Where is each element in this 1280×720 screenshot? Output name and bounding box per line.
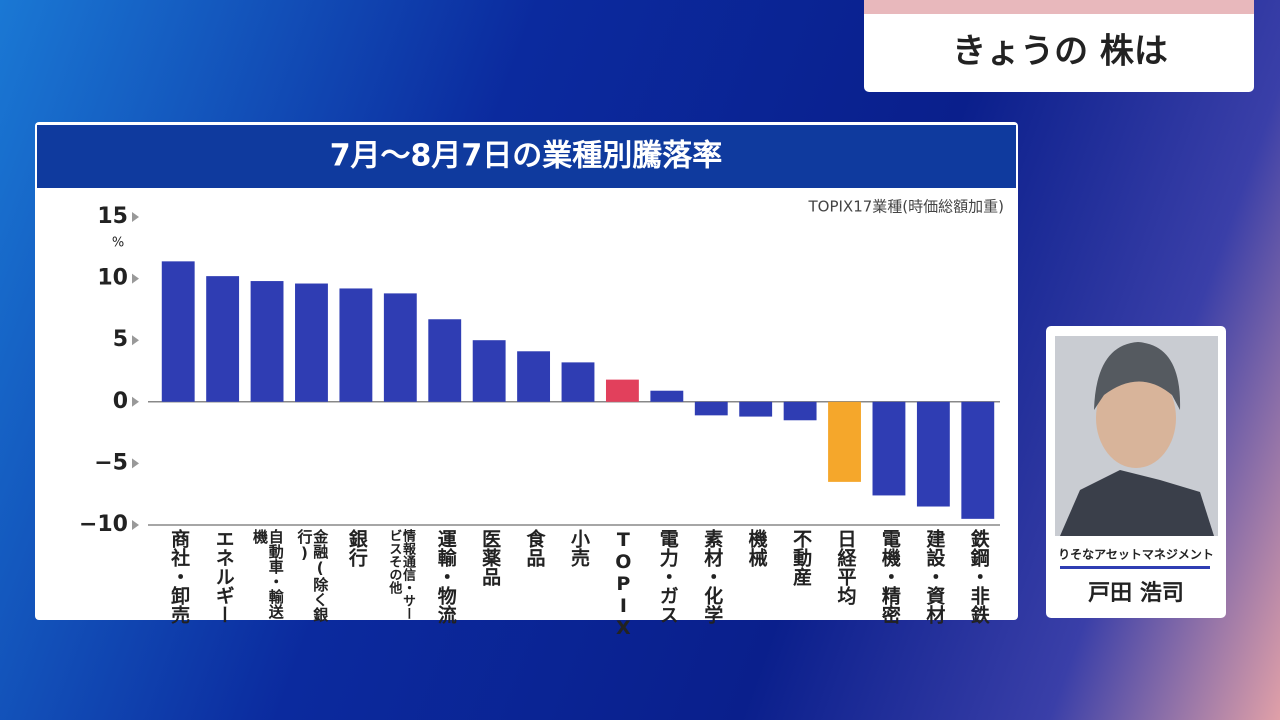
x-tick-label: TOPIX xyxy=(612,529,635,639)
bar xyxy=(472,340,506,402)
x-tick-label: 食品 xyxy=(523,529,546,567)
bar xyxy=(428,319,462,402)
header-stripe xyxy=(864,0,1254,14)
bar xyxy=(250,281,284,402)
x-tick-label: 日経平均 xyxy=(834,529,857,605)
x-tick-label: 電力・ガス xyxy=(656,529,679,624)
chart-title-bar xyxy=(37,125,1016,188)
y-tick-label: −10 xyxy=(79,512,128,537)
bar xyxy=(605,379,639,402)
y-tick-mark xyxy=(132,520,139,530)
guest-company: りそなアセットマネジメント xyxy=(1058,548,1214,562)
y-unit: % xyxy=(112,236,124,251)
x-tick-label: 医薬品 xyxy=(479,529,502,586)
y-tick-label: 5 xyxy=(113,327,128,352)
bar xyxy=(650,390,684,402)
x-tick-label: 不動産 xyxy=(790,529,813,586)
bar xyxy=(739,401,773,417)
bar xyxy=(383,293,417,402)
bar xyxy=(161,261,195,402)
y-tick-mark xyxy=(132,273,139,284)
bar xyxy=(783,401,817,421)
x-tick-label: 鉄鋼・非鉄 xyxy=(967,529,990,624)
y-tick-label: 15 xyxy=(97,204,128,229)
x-tick-label: 金融(除く銀行) xyxy=(295,529,330,622)
x-tick-label: 機械 xyxy=(745,529,768,567)
x-tick-label: 小売 xyxy=(567,529,590,567)
bar xyxy=(295,283,328,402)
bar xyxy=(961,401,995,519)
y-tick-label: 10 xyxy=(97,266,128,291)
y-tick-mark xyxy=(132,458,139,469)
y-tick-label: −5 xyxy=(94,450,128,475)
header-title: きょうの 株は xyxy=(952,32,1168,72)
x-tick-label: 素材・化学 xyxy=(701,529,724,624)
x-tick-label: 建設・資材 xyxy=(923,529,946,624)
y-tick-label: 0 xyxy=(113,389,128,414)
x-tick-label: 自動車・輸送機 xyxy=(251,529,285,619)
y-tick-mark xyxy=(132,396,139,407)
x-tick-label: 商社・卸売 xyxy=(168,529,191,624)
header-box xyxy=(864,0,1254,92)
bar xyxy=(828,401,861,482)
y-tick-mark xyxy=(132,335,139,346)
chart-title: 7月〜8月7日の業種別騰落率 xyxy=(330,139,723,174)
chart-note: TOPIX17業種(時価総額加重) xyxy=(807,198,1004,216)
bar xyxy=(694,401,728,416)
bar xyxy=(872,401,906,496)
photo-hair xyxy=(1094,342,1181,410)
x-tick-label: 電機・精密 xyxy=(878,529,901,624)
bar xyxy=(561,362,595,402)
bar xyxy=(517,351,551,402)
bar xyxy=(339,288,373,402)
x-tick-label: 銀行 xyxy=(345,529,368,567)
guest-name: 戸田 浩司 xyxy=(1088,581,1184,606)
guest-rule xyxy=(1060,566,1210,569)
photo-face xyxy=(1096,368,1176,468)
bar xyxy=(916,401,950,507)
x-tick-label: 運輸・物流 xyxy=(434,529,457,624)
bar xyxy=(206,276,240,402)
photo-suit xyxy=(1060,470,1214,536)
y-tick-mark xyxy=(132,212,139,222)
x-tick-label: エネルギー xyxy=(212,529,235,624)
x-tick-label: 情報通信・サービスその他 xyxy=(386,529,415,620)
